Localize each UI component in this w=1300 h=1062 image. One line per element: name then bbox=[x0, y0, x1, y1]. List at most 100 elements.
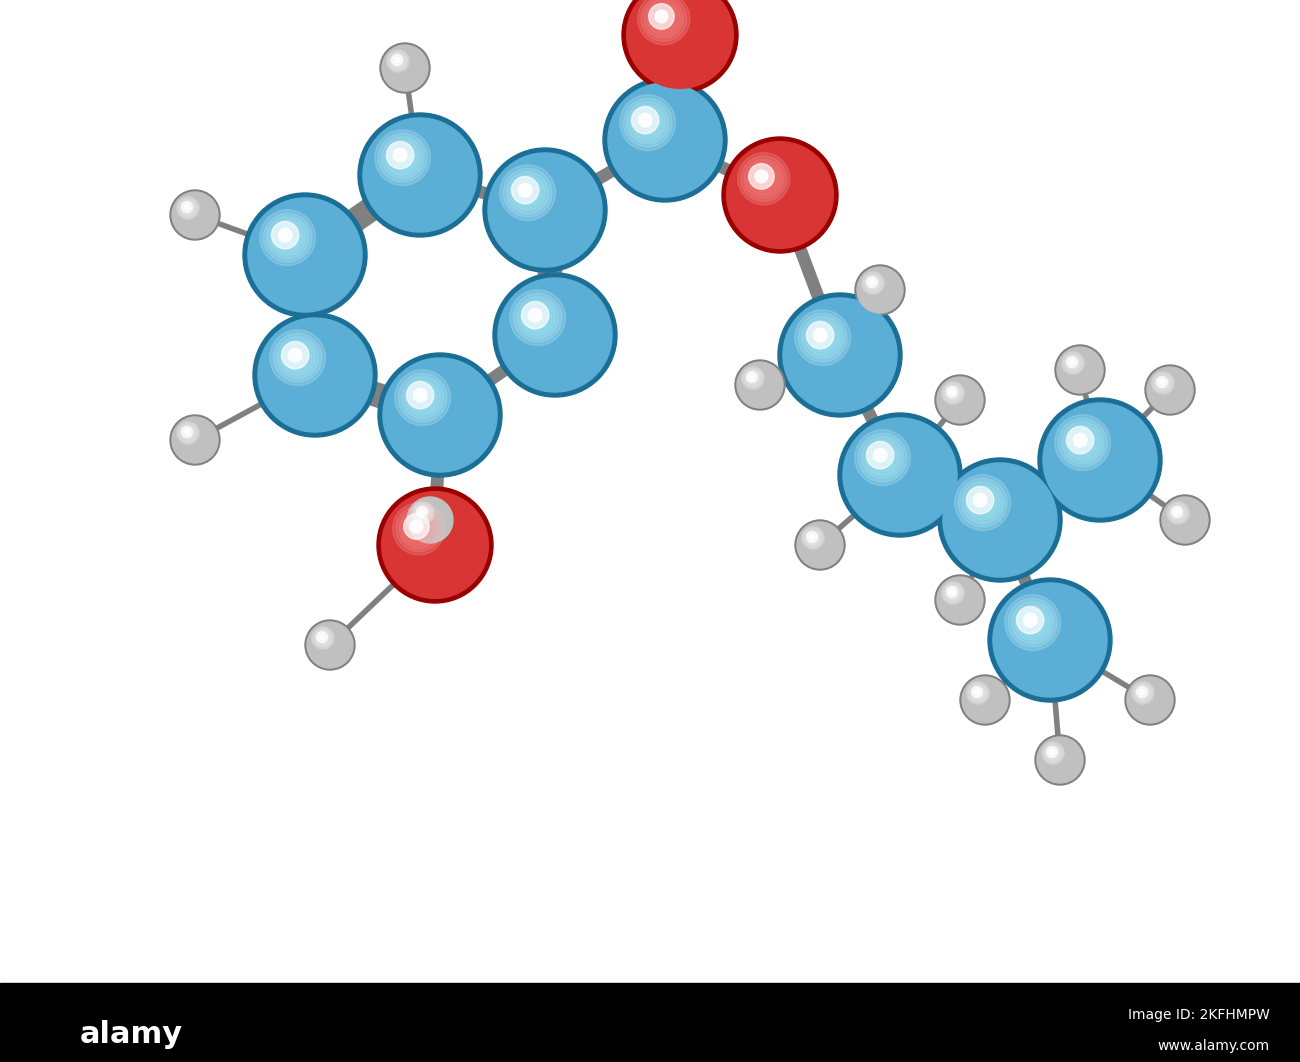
Circle shape bbox=[1074, 433, 1087, 447]
Circle shape bbox=[945, 384, 962, 401]
Circle shape bbox=[954, 475, 1010, 531]
Circle shape bbox=[385, 140, 420, 175]
Circle shape bbox=[1174, 510, 1180, 515]
Circle shape bbox=[1066, 427, 1093, 453]
Circle shape bbox=[416, 506, 430, 520]
Circle shape bbox=[380, 42, 430, 93]
Circle shape bbox=[962, 482, 1004, 524]
Circle shape bbox=[802, 527, 824, 549]
Circle shape bbox=[1063, 354, 1083, 373]
Circle shape bbox=[838, 413, 962, 537]
Circle shape bbox=[1134, 683, 1153, 703]
Circle shape bbox=[519, 184, 532, 196]
Circle shape bbox=[281, 340, 315, 375]
Circle shape bbox=[1022, 612, 1043, 633]
Circle shape bbox=[1139, 689, 1147, 698]
Circle shape bbox=[637, 113, 658, 133]
Circle shape bbox=[874, 448, 887, 462]
Circle shape bbox=[968, 683, 988, 703]
Circle shape bbox=[393, 502, 445, 554]
Circle shape bbox=[949, 390, 954, 395]
Circle shape bbox=[1127, 676, 1173, 723]
Circle shape bbox=[402, 377, 443, 418]
Circle shape bbox=[243, 193, 367, 316]
Circle shape bbox=[627, 102, 668, 143]
Circle shape bbox=[374, 130, 430, 186]
Circle shape bbox=[419, 510, 425, 515]
Circle shape bbox=[948, 587, 958, 599]
Circle shape bbox=[170, 190, 220, 240]
Circle shape bbox=[1054, 415, 1110, 470]
Circle shape bbox=[399, 509, 438, 548]
Circle shape bbox=[1171, 506, 1186, 520]
Circle shape bbox=[1017, 606, 1044, 634]
Circle shape bbox=[1009, 598, 1057, 647]
Circle shape bbox=[1160, 495, 1210, 545]
Circle shape bbox=[944, 383, 963, 402]
Circle shape bbox=[320, 634, 325, 639]
Circle shape bbox=[1037, 737, 1083, 783]
Circle shape bbox=[972, 687, 984, 699]
Circle shape bbox=[318, 634, 328, 643]
Circle shape bbox=[1045, 744, 1061, 761]
Circle shape bbox=[273, 333, 322, 382]
Circle shape bbox=[263, 213, 312, 262]
Circle shape bbox=[970, 685, 987, 701]
Circle shape bbox=[410, 520, 422, 533]
Circle shape bbox=[1023, 614, 1037, 627]
Text: alamy: alamy bbox=[81, 1020, 183, 1049]
Circle shape bbox=[391, 54, 406, 68]
Circle shape bbox=[747, 373, 759, 383]
Circle shape bbox=[603, 78, 727, 202]
Circle shape bbox=[514, 293, 562, 342]
Circle shape bbox=[312, 627, 334, 649]
Circle shape bbox=[809, 534, 818, 543]
Circle shape bbox=[949, 588, 957, 597]
Circle shape bbox=[647, 2, 680, 35]
Circle shape bbox=[277, 337, 318, 378]
Circle shape bbox=[1132, 682, 1154, 704]
Circle shape bbox=[1065, 425, 1100, 460]
Circle shape bbox=[1066, 356, 1080, 370]
Circle shape bbox=[972, 492, 993, 513]
Circle shape bbox=[170, 415, 220, 465]
Circle shape bbox=[1160, 379, 1165, 384]
Circle shape bbox=[269, 329, 325, 386]
Circle shape bbox=[949, 389, 957, 397]
Circle shape bbox=[867, 442, 894, 468]
Circle shape bbox=[749, 164, 775, 189]
Circle shape bbox=[407, 381, 434, 409]
Text: Image ID: 2KFHMPW: Image ID: 2KFHMPW bbox=[1128, 1008, 1270, 1022]
Circle shape bbox=[638, 0, 690, 45]
Circle shape bbox=[499, 165, 555, 221]
Circle shape bbox=[966, 486, 993, 514]
Circle shape bbox=[257, 318, 372, 432]
Circle shape bbox=[1058, 418, 1108, 467]
Circle shape bbox=[404, 514, 429, 539]
Circle shape bbox=[1066, 357, 1078, 367]
Circle shape bbox=[270, 220, 306, 255]
Circle shape bbox=[1046, 747, 1057, 757]
Circle shape bbox=[965, 485, 1000, 520]
Circle shape bbox=[974, 689, 983, 698]
Circle shape bbox=[949, 589, 954, 595]
Circle shape bbox=[384, 358, 497, 472]
Circle shape bbox=[1069, 429, 1097, 457]
Circle shape bbox=[378, 353, 502, 477]
Circle shape bbox=[507, 172, 549, 213]
Circle shape bbox=[1169, 503, 1188, 523]
Circle shape bbox=[807, 532, 819, 544]
Circle shape bbox=[510, 175, 545, 210]
Circle shape bbox=[313, 628, 333, 648]
Circle shape bbox=[741, 156, 786, 202]
Circle shape bbox=[1056, 345, 1105, 395]
Circle shape bbox=[863, 273, 883, 293]
Circle shape bbox=[386, 141, 413, 169]
Circle shape bbox=[289, 348, 302, 362]
Circle shape bbox=[867, 276, 878, 288]
Circle shape bbox=[185, 204, 190, 210]
Circle shape bbox=[802, 316, 844, 359]
Circle shape bbox=[621, 0, 738, 93]
Circle shape bbox=[1049, 750, 1054, 755]
Circle shape bbox=[1153, 373, 1173, 393]
